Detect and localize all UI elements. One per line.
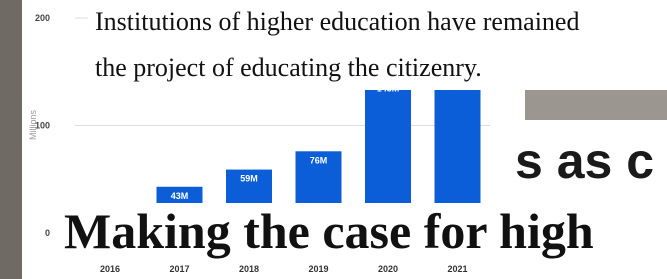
x-tick-label: 2016 [100,264,120,274]
photo [525,90,667,120]
value-label: 59M [240,174,258,184]
x-tick-label: 2019 [308,264,328,274]
body-text: the project of educating the citizenry. [95,53,482,82]
x-tick-label: 2017 [169,264,189,274]
photo-strip [0,0,22,279]
x-tick-label: 2018 [239,264,259,274]
y-tick-label: 200 [35,13,50,23]
overlays: Institutions of higher education have re… [0,0,667,279]
headline: Making the case for high [64,203,594,259]
x-tick-label: 2020 [378,264,398,274]
y-tick-label: 0 [45,228,50,238]
x-tick-label: 2021 [447,264,467,274]
value-label: 76M [310,155,328,165]
headline-fragment: s as c [515,133,654,189]
value-label: 43M [171,191,189,201]
y-tick-label: 100 [35,121,50,131]
collage: Millions01002002016201743M201859M201976M… [0,0,667,279]
body-text: Institutions of higher education have re… [95,7,579,36]
page: {"chart_data":{"type":"bar","y_label":"M… [0,0,667,279]
